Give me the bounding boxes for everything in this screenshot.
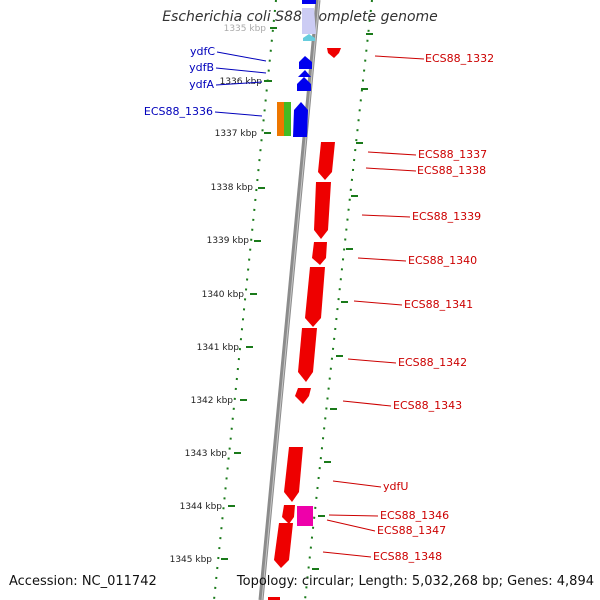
scale-label-1340: 1340 kbp xyxy=(202,290,245,300)
accession-label: Accession: NC_011742 xyxy=(9,574,157,589)
outer-tick-ring xyxy=(304,0,373,600)
inner-major-ticks xyxy=(221,27,277,560)
leader-ECS88_1338 xyxy=(365,167,417,172)
gene-ECS88_1332 xyxy=(327,48,341,58)
gene-label-ECS88_1346[interactable]: ECS88_1346 xyxy=(380,509,449,522)
gene-label-ECS88_1341[interactable]: ECS88_1341 xyxy=(404,298,473,311)
scale-label-1345: 1345 kbp xyxy=(170,555,213,565)
gene-green xyxy=(284,102,291,136)
gene-ydfU xyxy=(284,447,303,502)
gene-ECS88_1339 xyxy=(312,242,327,265)
scale-label-1337: 1337 kbp xyxy=(215,129,258,139)
leader-ydfU xyxy=(332,480,382,488)
leader-ECS88_1340 xyxy=(357,257,407,262)
gene-label-ECS88_1339[interactable]: ECS88_1339 xyxy=(412,210,481,223)
gene-ECS88_1346 xyxy=(282,505,295,524)
scale-label-1342: 1342 kbp xyxy=(191,396,234,406)
leader-ydfC xyxy=(216,51,267,62)
gene-ydfB xyxy=(298,70,311,77)
gene-label-ECS88_1332[interactable]: ECS88_1332 xyxy=(425,52,494,65)
scale-label-1343: 1343 kbp xyxy=(185,449,228,459)
gene-ECS88_1340 xyxy=(305,267,325,327)
gene-ydfA xyxy=(297,77,311,91)
inner-tick-ring xyxy=(213,0,277,600)
leader-ydfA xyxy=(215,81,263,86)
gene-label-ydfU[interactable]: ydfU xyxy=(383,480,408,493)
gene-ECS88_1341 xyxy=(298,328,317,382)
scale-label-1341: 1341 kbp xyxy=(197,343,240,353)
gene-ECS88_1347 xyxy=(297,506,313,526)
gene-label-ECS88_1348[interactable]: ECS88_1348 xyxy=(373,550,442,563)
scale-label-1344: 1344 kbp xyxy=(180,502,223,512)
gene-label-ydfC[interactable]: ydfC xyxy=(190,45,215,58)
gene-forward-top xyxy=(302,0,316,4)
leader-ECS88_1332 xyxy=(374,55,425,60)
outer-major-ticks xyxy=(312,33,373,570)
leader-ECS88_1348 xyxy=(322,551,372,558)
forward-strand-genes xyxy=(277,0,316,137)
leader-ECS88_1336 xyxy=(214,111,263,117)
genome-stats-label: Topology: circular; Length: 5,032,268 bp… xyxy=(236,574,594,589)
gene-label-ECS88_1347[interactable]: ECS88_1347 xyxy=(377,524,446,537)
gene-label-ECS88_1337[interactable]: ECS88_1337 xyxy=(418,148,487,161)
scale-label-1338: 1338 kbp xyxy=(211,183,254,193)
gene-label-ECS88_1342[interactable]: ECS88_1342 xyxy=(398,356,467,369)
genome-backbone xyxy=(258,0,321,600)
gene-ECS88_1337 xyxy=(318,142,335,180)
leader-ydfB xyxy=(215,67,267,74)
gene-ECS88_1338 xyxy=(314,182,331,239)
leader-ECS88_1346 xyxy=(328,514,379,517)
gene-label-ECS88_1336[interactable]: ECS88_1336 xyxy=(144,105,213,118)
gene-bottom xyxy=(268,597,280,600)
gene-label-ydfB[interactable]: ydfB xyxy=(189,61,214,74)
leader-ECS88_1342 xyxy=(347,358,397,364)
gene-orange xyxy=(277,102,284,136)
gene-ECS88_1348 xyxy=(274,523,293,568)
scale-label-1339: 1339 kbp xyxy=(207,236,250,246)
leader-ECS88_1341 xyxy=(353,300,403,306)
gene-ECS88_1336 xyxy=(293,102,308,137)
gene-ydfC xyxy=(299,56,312,69)
gene-label-ydfA[interactable]: ydfA xyxy=(189,78,214,91)
leader-ECS88_1343 xyxy=(342,400,392,407)
scale-label-1336: 1336 kbp xyxy=(220,77,263,87)
leader-ECS88_1337 xyxy=(367,151,417,156)
gene-ydfC-faded xyxy=(302,8,316,34)
leader-ECS88_1347 xyxy=(326,519,376,532)
gene-label-ECS88_1343[interactable]: ECS88_1343 xyxy=(393,399,462,412)
leader-ECS88_1339 xyxy=(361,214,411,218)
gene-ECS88_1342 xyxy=(295,388,311,404)
gene-label-ECS88_1338[interactable]: ECS88_1338 xyxy=(417,164,486,177)
scale-label-1335: 1335 kbp xyxy=(224,24,267,34)
gene-label-ECS88_1340[interactable]: ECS88_1340 xyxy=(408,254,477,267)
reverse-strand-genes xyxy=(268,48,341,600)
